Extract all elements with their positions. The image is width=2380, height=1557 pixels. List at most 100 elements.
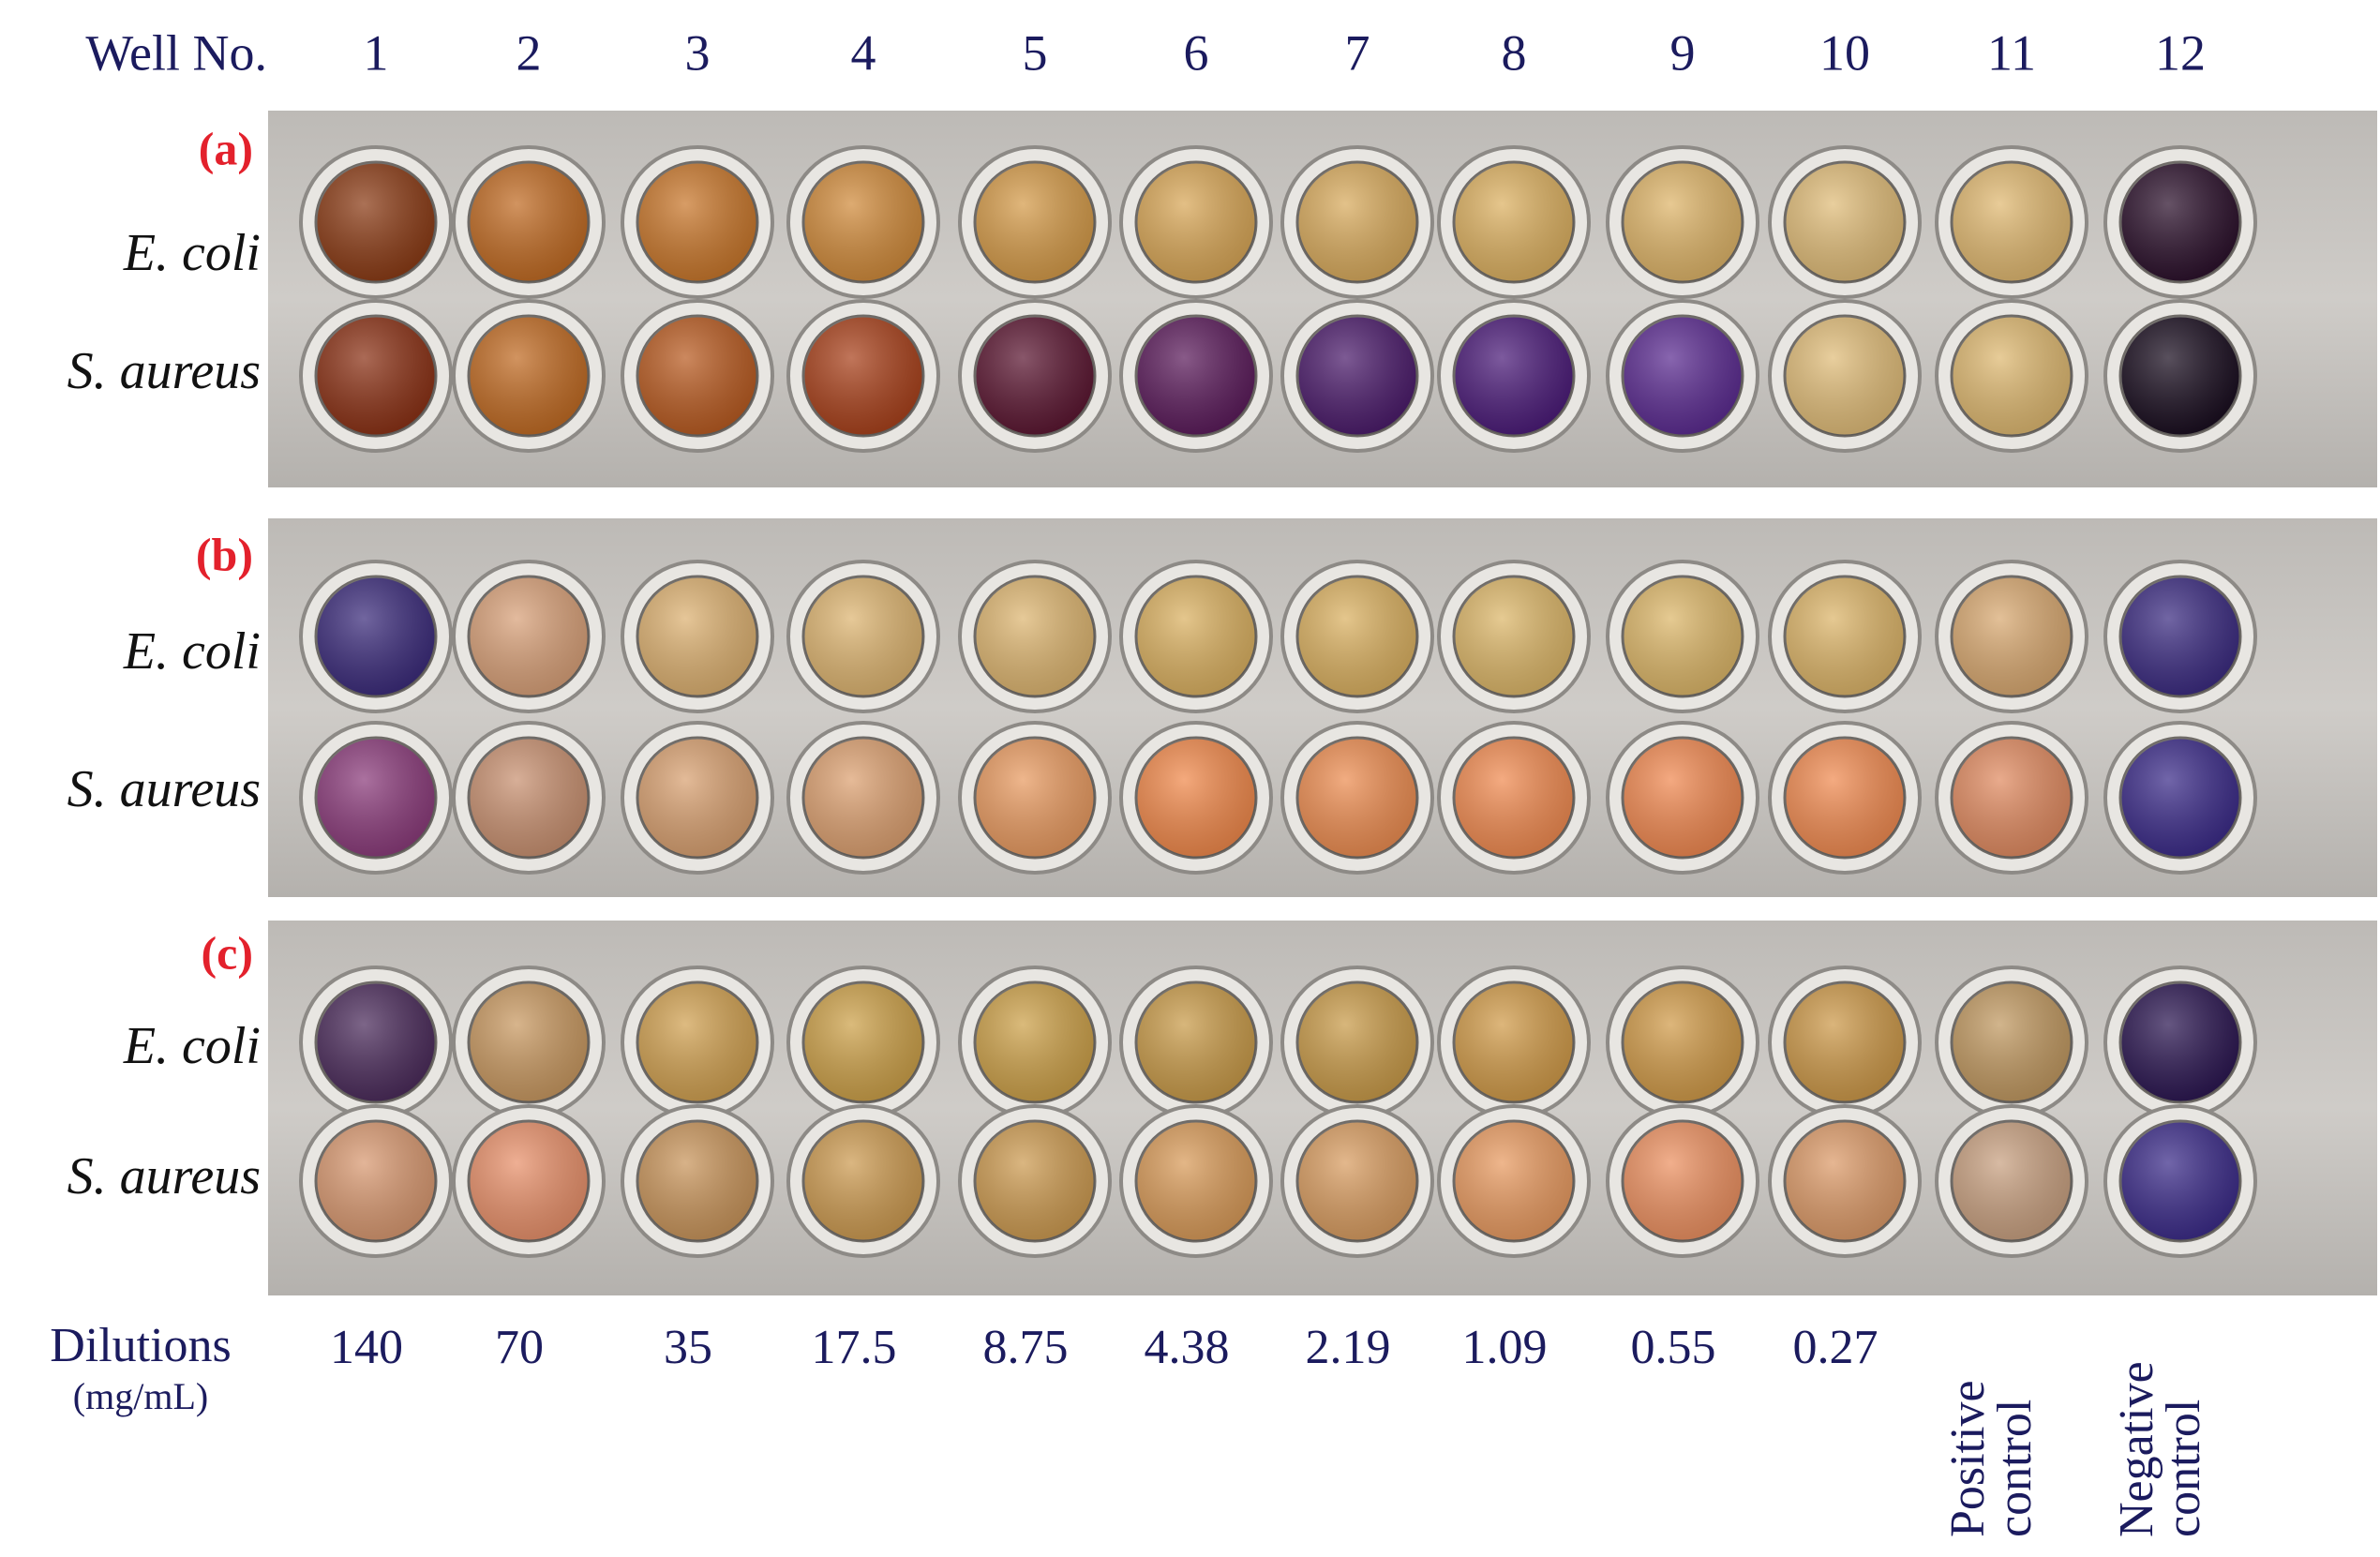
- well-number: 6: [1184, 24, 1209, 81]
- well-number: 1: [364, 24, 389, 81]
- well-number: 2: [516, 24, 542, 81]
- well-shine: [1785, 576, 1905, 696]
- well-number: 7: [1345, 24, 1370, 81]
- well-shine: [1454, 1121, 1574, 1241]
- well-shine: [1623, 316, 1743, 436]
- well-shine: [975, 162, 1095, 282]
- well-shine: [637, 982, 757, 1102]
- well-shine: [1297, 982, 1417, 1102]
- well-shine: [316, 316, 436, 436]
- well-shine: [637, 316, 757, 436]
- dilution-value: 4.38: [1145, 1321, 1230, 1374]
- control-label-line: control: [2157, 1400, 2210, 1537]
- well-shine: [975, 738, 1095, 858]
- well-number: 5: [1023, 24, 1048, 81]
- well-shine: [1785, 1121, 1905, 1241]
- well-shine: [1136, 738, 1256, 858]
- panel-label: (c): [202, 926, 254, 979]
- well-shine: [637, 576, 757, 696]
- well-shine: [1454, 316, 1574, 436]
- well-shine: [1454, 576, 1574, 696]
- well-shine: [469, 316, 589, 436]
- well-shine: [469, 162, 589, 282]
- well-shine: [1952, 576, 2072, 696]
- dilution-value: 0.27: [1793, 1321, 1879, 1374]
- dilutions-unit: (mg/mL): [73, 1375, 208, 1417]
- well-shine: [803, 1121, 923, 1241]
- well-shine: [1785, 738, 1905, 858]
- well-shine: [316, 1121, 436, 1241]
- well-shine: [1952, 1121, 2072, 1241]
- control-label: Positivecontrol: [1941, 1380, 2042, 1537]
- well-shine: [1952, 316, 2072, 436]
- well-shine: [469, 738, 589, 858]
- well-shine: [316, 162, 436, 282]
- well-shine: [803, 576, 923, 696]
- well-shine: [1623, 576, 1743, 696]
- well-number: 8: [1502, 24, 1527, 81]
- well-shine: [1454, 738, 1574, 858]
- well-number: 10: [1819, 24, 1870, 81]
- well-shine: [1454, 982, 1574, 1102]
- well-shine: [1952, 738, 2072, 858]
- row-label: S. aureus: [67, 760, 261, 818]
- well-shine: [1623, 162, 1743, 282]
- control-label-line: control: [1988, 1400, 2042, 1537]
- well-shine: [1297, 738, 1417, 858]
- row-label: S. aureus: [67, 1147, 261, 1205]
- well-shine: [1623, 982, 1743, 1102]
- row-label: E. coli: [123, 224, 261, 282]
- dilution-value: 140: [330, 1321, 403, 1374]
- well-shine: [975, 982, 1095, 1102]
- well-number: 11: [1987, 24, 2036, 81]
- well-shine: [2120, 982, 2240, 1102]
- well-shine: [316, 738, 436, 858]
- well-shine: [469, 1121, 589, 1241]
- well-shine: [637, 738, 757, 858]
- well-shine: [1785, 162, 1905, 282]
- well-shine: [1297, 316, 1417, 436]
- well-shine: [803, 316, 923, 436]
- row-label: E. coli: [123, 1017, 261, 1075]
- well-shine: [1297, 1121, 1417, 1241]
- well-shine: [803, 162, 923, 282]
- well-shine: [469, 576, 589, 696]
- well-shine: [975, 576, 1095, 696]
- well-shine: [1136, 316, 1256, 436]
- well-shine: [1136, 162, 1256, 282]
- dilution-value: 70: [495, 1321, 544, 1374]
- control-label-line: Positive: [1941, 1380, 1995, 1537]
- control-label: Negativecontrol: [2110, 1361, 2210, 1537]
- well-shine: [1785, 316, 1905, 436]
- well-shine: [1952, 982, 2072, 1102]
- dilution-value: 1.09: [1462, 1321, 1548, 1374]
- well-shine: [1623, 1121, 1743, 1241]
- well-shine: [1136, 576, 1256, 696]
- well-shine: [1785, 982, 1905, 1102]
- well-number: 3: [685, 24, 711, 81]
- well-shine: [1297, 576, 1417, 696]
- row-label: S. aureus: [67, 342, 261, 400]
- panel-label: (a): [199, 122, 253, 174]
- control-label-line: Negative: [2110, 1361, 2163, 1537]
- well-shine: [2120, 738, 2240, 858]
- well-shine: [1297, 162, 1417, 282]
- header-label: Well No.: [85, 24, 267, 81]
- well-shine: [2120, 576, 2240, 696]
- well-shine: [1136, 982, 1256, 1102]
- well-shine: [1454, 162, 1574, 282]
- well-shine: [1952, 162, 2072, 282]
- well-shine: [637, 1121, 757, 1241]
- well-shine: [2120, 1121, 2240, 1241]
- dilution-value: 8.75: [983, 1321, 1069, 1374]
- well-shine: [1136, 1121, 1256, 1241]
- well-shine: [975, 1121, 1095, 1241]
- dilution-value: 0.55: [1631, 1321, 1716, 1374]
- well-shine: [975, 316, 1095, 436]
- well-shine: [316, 982, 436, 1102]
- well-shine: [637, 162, 757, 282]
- well-shine: [2120, 162, 2240, 282]
- well-shine: [2120, 316, 2240, 436]
- row-label: E. coli: [123, 622, 261, 681]
